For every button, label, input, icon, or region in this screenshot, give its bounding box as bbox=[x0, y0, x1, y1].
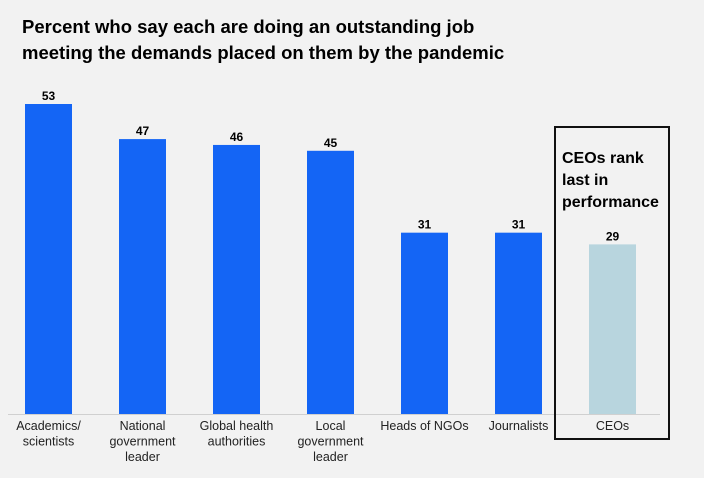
ceo-callout-box bbox=[554, 126, 670, 440]
chart-title-line-1: Percent who say each are doing an outsta… bbox=[22, 16, 475, 37]
bar-value-label-2: 46 bbox=[230, 130, 244, 144]
bar-value-label-1: 47 bbox=[136, 124, 150, 138]
callout-line-3: performance bbox=[562, 194, 659, 211]
callout-line-2: last in bbox=[562, 172, 609, 189]
chart-title-line-2: meeting the demands placed on them by th… bbox=[22, 42, 505, 63]
bar-1 bbox=[119, 139, 166, 414]
bar-3 bbox=[307, 150, 354, 414]
bar-value-label-6: 29 bbox=[606, 229, 620, 243]
callout-line-1: CEOs rank bbox=[562, 150, 644, 167]
chart-title: Percent who say each are doing an outsta… bbox=[22, 14, 622, 66]
bar-value-label-4: 31 bbox=[418, 218, 432, 232]
bar-value-label-5: 31 bbox=[512, 218, 526, 232]
bar-0 bbox=[25, 104, 72, 414]
bar-value-label-0: 53 bbox=[42, 89, 56, 103]
bar-value-label-3: 45 bbox=[324, 136, 338, 150]
bar-5 bbox=[495, 232, 542, 414]
category-label-3: Local government leader bbox=[297, 419, 364, 464]
category-label-6: CEOs bbox=[596, 419, 629, 433]
category-label-4: Heads of NGOs bbox=[380, 419, 468, 433]
bar-4 bbox=[401, 232, 448, 414]
category-label-5: Journalists bbox=[489, 419, 549, 433]
bar-2 bbox=[213, 144, 260, 414]
bar-6 bbox=[589, 244, 636, 414]
category-label-0: Academics/scientists bbox=[16, 419, 81, 449]
ceo-callout-text: CEOs rank last in performance bbox=[562, 148, 670, 214]
category-label-2: Global health authorities bbox=[200, 419, 274, 449]
category-label-1: National government leader bbox=[109, 419, 176, 464]
